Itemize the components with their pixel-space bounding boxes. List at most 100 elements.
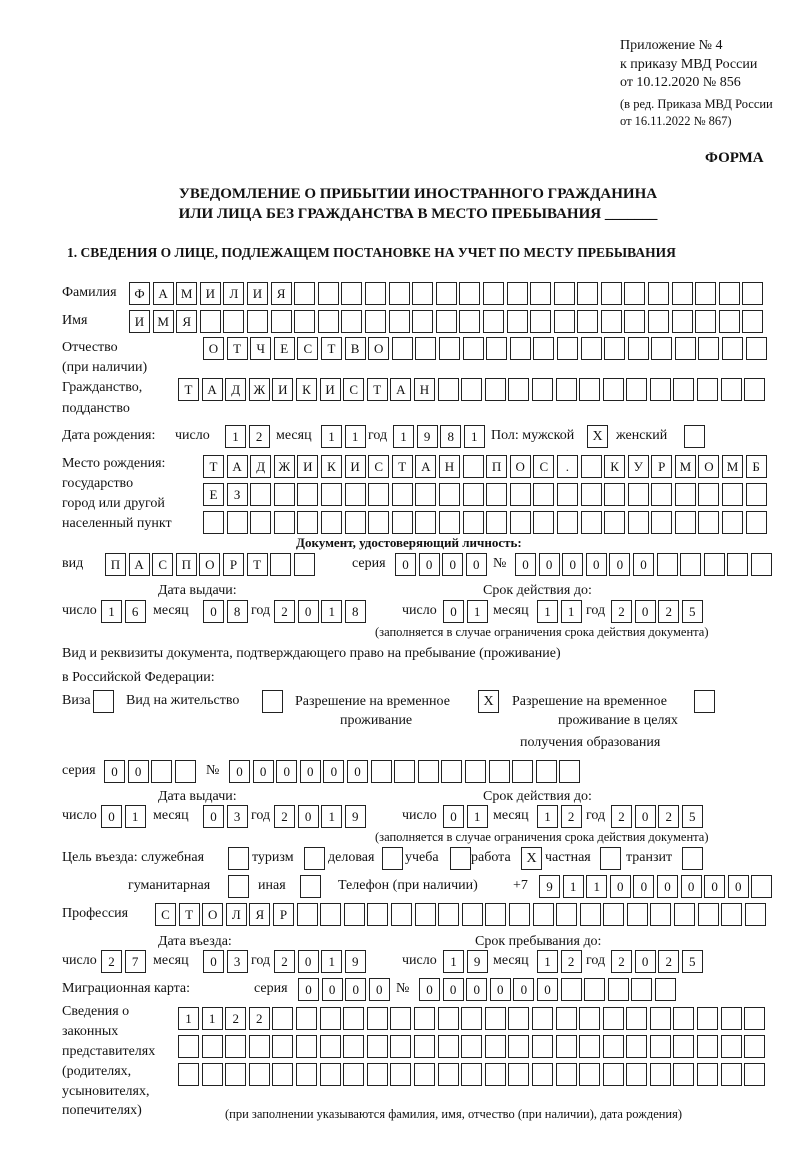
char-cell[interactable] (650, 903, 672, 926)
char-cell[interactable]: О (698, 455, 720, 478)
char-cell[interactable] (250, 483, 272, 506)
char-cell[interactable] (319, 1063, 341, 1086)
char-cell[interactable]: 2 (611, 805, 632, 828)
char-cell[interactable] (744, 1035, 766, 1058)
visa-checkbox[interactable] (93, 690, 114, 713)
char-cell[interactable]: Ж (248, 378, 270, 401)
char-cell[interactable] (508, 378, 530, 401)
char-cell[interactable] (722, 337, 744, 360)
char-cell[interactable]: 5 (681, 805, 703, 828)
char-cell[interactable] (486, 511, 508, 534)
char-cell[interactable] (556, 337, 578, 360)
char-cell[interactable]: 1 (463, 425, 485, 448)
char-cell[interactable] (580, 511, 602, 534)
char-cell[interactable] (295, 1035, 317, 1058)
char-cell[interactable]: 2 (658, 600, 680, 623)
char-cell[interactable]: А (415, 455, 437, 478)
char-cell[interactable]: Ж (273, 455, 295, 478)
char-cell[interactable] (695, 282, 717, 305)
char-cell[interactable] (742, 282, 764, 305)
char-cell[interactable] (370, 760, 392, 783)
char-cell[interactable]: 0 (515, 553, 536, 576)
char-cell[interactable] (750, 553, 772, 576)
char-cell[interactable] (272, 1063, 294, 1086)
char-cell[interactable]: 1 (586, 875, 608, 898)
char-cell[interactable]: 0 (368, 978, 390, 1001)
char-cell[interactable] (555, 1035, 577, 1058)
purpose-other-checkbox[interactable] (300, 875, 321, 898)
char-cell[interactable]: 7 (124, 950, 146, 973)
char-cell[interactable] (394, 760, 416, 783)
char-cell[interactable]: 0 (419, 978, 440, 1001)
char-cell[interactable] (602, 1035, 624, 1058)
char-cell[interactable]: Б (745, 455, 767, 478)
char-cell[interactable]: 0 (203, 600, 224, 623)
char-cell[interactable]: 0 (203, 805, 224, 828)
char-cell[interactable]: Р (651, 455, 673, 478)
char-cell[interactable] (366, 1063, 388, 1086)
char-cell[interactable] (462, 511, 484, 534)
char-cell[interactable]: 2 (658, 805, 680, 828)
char-cell[interactable] (435, 282, 457, 305)
char-cell[interactable]: П (486, 455, 508, 478)
char-cell[interactable] (508, 1035, 530, 1058)
char-cell[interactable] (317, 310, 339, 333)
char-cell[interactable]: 2 (560, 805, 582, 828)
char-cell[interactable] (671, 310, 693, 333)
char-cell[interactable] (270, 553, 292, 576)
char-cell[interactable] (486, 483, 508, 506)
char-cell[interactable]: 0 (443, 805, 464, 828)
char-cell[interactable] (649, 1035, 671, 1058)
char-cell[interactable] (437, 1035, 459, 1058)
char-cell[interactable] (246, 310, 268, 333)
char-cell[interactable] (627, 483, 649, 506)
char-cell[interactable] (555, 1063, 577, 1086)
char-cell[interactable]: 0 (680, 875, 702, 898)
char-cell[interactable]: 2 (248, 425, 270, 448)
char-cell[interactable] (720, 1063, 742, 1086)
char-cell[interactable] (697, 903, 719, 926)
char-cell[interactable] (174, 760, 196, 783)
char-cell[interactable] (391, 337, 413, 360)
char-cell[interactable] (533, 511, 555, 534)
char-cell[interactable]: 8 (344, 600, 366, 623)
char-cell[interactable]: Д (250, 455, 272, 478)
char-cell[interactable]: Т (203, 455, 224, 478)
char-cell[interactable]: 1 (101, 600, 122, 623)
char-cell[interactable] (412, 310, 434, 333)
char-cell[interactable] (703, 553, 725, 576)
char-cell[interactable] (649, 378, 671, 401)
char-cell[interactable]: 9 (344, 950, 366, 973)
char-cell[interactable] (744, 378, 766, 401)
char-cell[interactable]: Н (438, 455, 460, 478)
char-cell[interactable] (250, 511, 272, 534)
purpose-official-checkbox[interactable] (228, 847, 249, 870)
char-cell[interactable]: К (320, 455, 342, 478)
char-cell[interactable] (559, 760, 581, 783)
char-cell[interactable] (745, 337, 767, 360)
char-cell[interactable] (488, 760, 510, 783)
char-cell[interactable]: И (344, 455, 366, 478)
char-cell[interactable] (626, 1007, 648, 1030)
char-cell[interactable]: В (344, 337, 366, 360)
char-cell[interactable] (391, 483, 413, 506)
char-cell[interactable] (697, 1007, 719, 1030)
char-cell[interactable] (272, 1007, 294, 1030)
char-cell[interactable]: И (199, 282, 221, 305)
purpose-humanitarian-checkbox[interactable] (228, 875, 249, 898)
char-cell[interactable] (577, 310, 599, 333)
char-cell[interactable] (604, 511, 626, 534)
char-cell[interactable]: 0 (562, 553, 584, 576)
char-cell[interactable]: 1 (466, 805, 488, 828)
char-cell[interactable] (651, 337, 673, 360)
char-cell[interactable]: 0 (203, 950, 224, 973)
char-cell[interactable] (417, 760, 439, 783)
char-cell[interactable] (624, 282, 646, 305)
char-cell[interactable] (344, 483, 366, 506)
char-cell[interactable] (248, 1035, 270, 1058)
char-cell[interactable] (553, 282, 575, 305)
char-cell[interactable]: 1 (124, 805, 146, 828)
